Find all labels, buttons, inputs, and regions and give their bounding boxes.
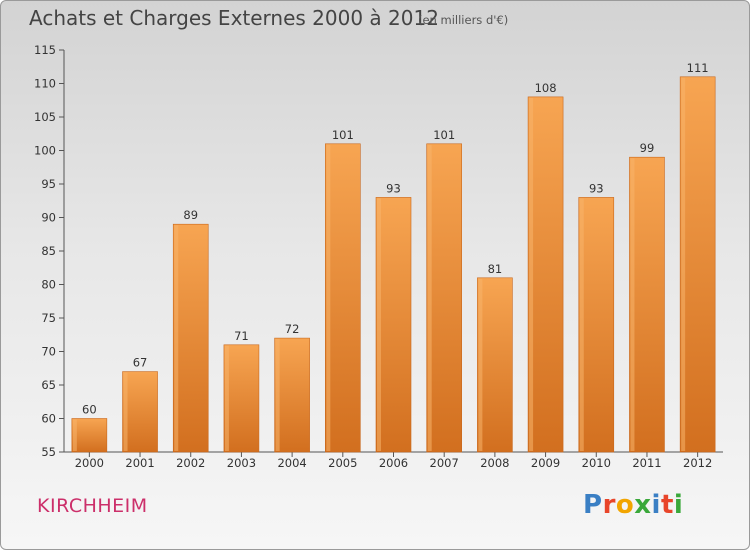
y-tick-label: 70	[41, 345, 56, 359]
commune-name: KIRCHHEIM	[37, 495, 148, 517]
value-label-2004: 72	[285, 322, 300, 336]
x-tick-label-2005: 2005	[328, 456, 357, 470]
y-tick-label: 55	[41, 445, 56, 459]
bar-2004	[274, 337, 310, 453]
bar-2012	[679, 76, 716, 453]
bar-highlight-2007	[427, 144, 432, 452]
y-tick-label: 80	[41, 278, 56, 292]
chart-labels: 55 60 65 70 75 80 85 90 95 100 105 110 115 2000 60 2001…	[34, 43, 712, 470]
value-label-2009: 108	[535, 81, 557, 95]
logo-letter: P	[583, 490, 603, 520]
bar-highlight-2005	[326, 144, 331, 452]
bar-2007	[426, 143, 462, 453]
bar-highlight-2006	[377, 198, 381, 451]
x-tick-label-2002: 2002	[176, 456, 205, 470]
bar-highlight-2000	[72, 419, 77, 451]
y-tick-label: 65	[41, 378, 56, 392]
bar-2000	[71, 418, 108, 453]
bar-highlight-2003	[224, 345, 229, 451]
chart-subtitle: (en milliers d'€)	[418, 13, 509, 27]
bar-2002	[172, 223, 209, 453]
bar-2003	[223, 344, 260, 453]
bar-2009	[527, 96, 564, 453]
bar-highlight-2008	[478, 278, 483, 451]
bar-2011	[629, 156, 665, 453]
y-tick-label: 105	[34, 110, 56, 124]
logo-letter: t	[660, 490, 674, 520]
value-label-2001: 67	[133, 356, 148, 370]
x-tick-label-2010: 2010	[582, 456, 611, 470]
value-label-2007: 101	[433, 128, 455, 142]
bar-highlight-2011	[630, 158, 635, 451]
y-tick-label: 110	[34, 77, 56, 91]
value-label-2000: 60	[82, 403, 97, 417]
y-tick-label: 115	[34, 43, 56, 57]
x-tick-label-2007: 2007	[430, 456, 459, 470]
value-label-2010: 93	[589, 181, 604, 195]
logo-letter: i	[673, 490, 684, 520]
value-label-2003: 71	[234, 329, 249, 343]
chart-title: Achats et Charges Externes 2000 à 2012	[29, 6, 439, 30]
bar-2005	[325, 143, 361, 453]
x-tick-label-2011: 2011	[632, 456, 661, 470]
y-tick-label: 90	[41, 211, 56, 225]
x-tick-label-2004: 2004	[277, 456, 306, 470]
logo-letter: x	[634, 490, 652, 520]
value-label-2005: 101	[332, 128, 354, 142]
logo-letter: r	[602, 490, 616, 520]
value-label-2002: 89	[183, 208, 198, 222]
bar-highlight-2001	[123, 372, 128, 451]
logo-letter: i	[651, 490, 661, 520]
x-tick-label-2006: 2006	[379, 456, 408, 470]
y-tick-label: 75	[41, 311, 56, 325]
bar-highlight-2002	[174, 225, 179, 451]
bar-2010	[578, 197, 615, 453]
bar-2006	[375, 197, 412, 453]
bar-highlight-2010	[579, 198, 584, 451]
y-tick-label: 95	[41, 177, 56, 191]
x-tick-label-2012: 2012	[683, 456, 712, 470]
logo-letter: o	[615, 490, 635, 520]
y-tick-label: 100	[34, 144, 56, 158]
x-tick-label-2001: 2001	[125, 456, 154, 470]
x-tick-label-2008: 2008	[480, 456, 509, 470]
x-tick-label-2009: 2009	[531, 456, 560, 470]
y-tick-label: 60	[41, 412, 56, 426]
chart-bars	[71, 76, 716, 453]
value-label-2012: 111	[687, 61, 709, 75]
proxiti-logo: Proxiti	[583, 490, 683, 520]
value-label-2006: 93	[386, 181, 401, 195]
bar-highlight-2004	[275, 339, 280, 451]
bar-highlight-2012	[681, 77, 686, 452]
bar-highlight-2009	[529, 97, 534, 452]
x-tick-label-2000: 2000	[75, 456, 104, 470]
x-tick-label-2003: 2003	[227, 456, 256, 470]
value-label-2011: 99	[640, 141, 655, 155]
y-tick-label: 85	[41, 244, 56, 258]
value-label-2008: 81	[488, 262, 503, 276]
bar-2008	[477, 277, 513, 453]
bar-2001	[122, 371, 158, 453]
